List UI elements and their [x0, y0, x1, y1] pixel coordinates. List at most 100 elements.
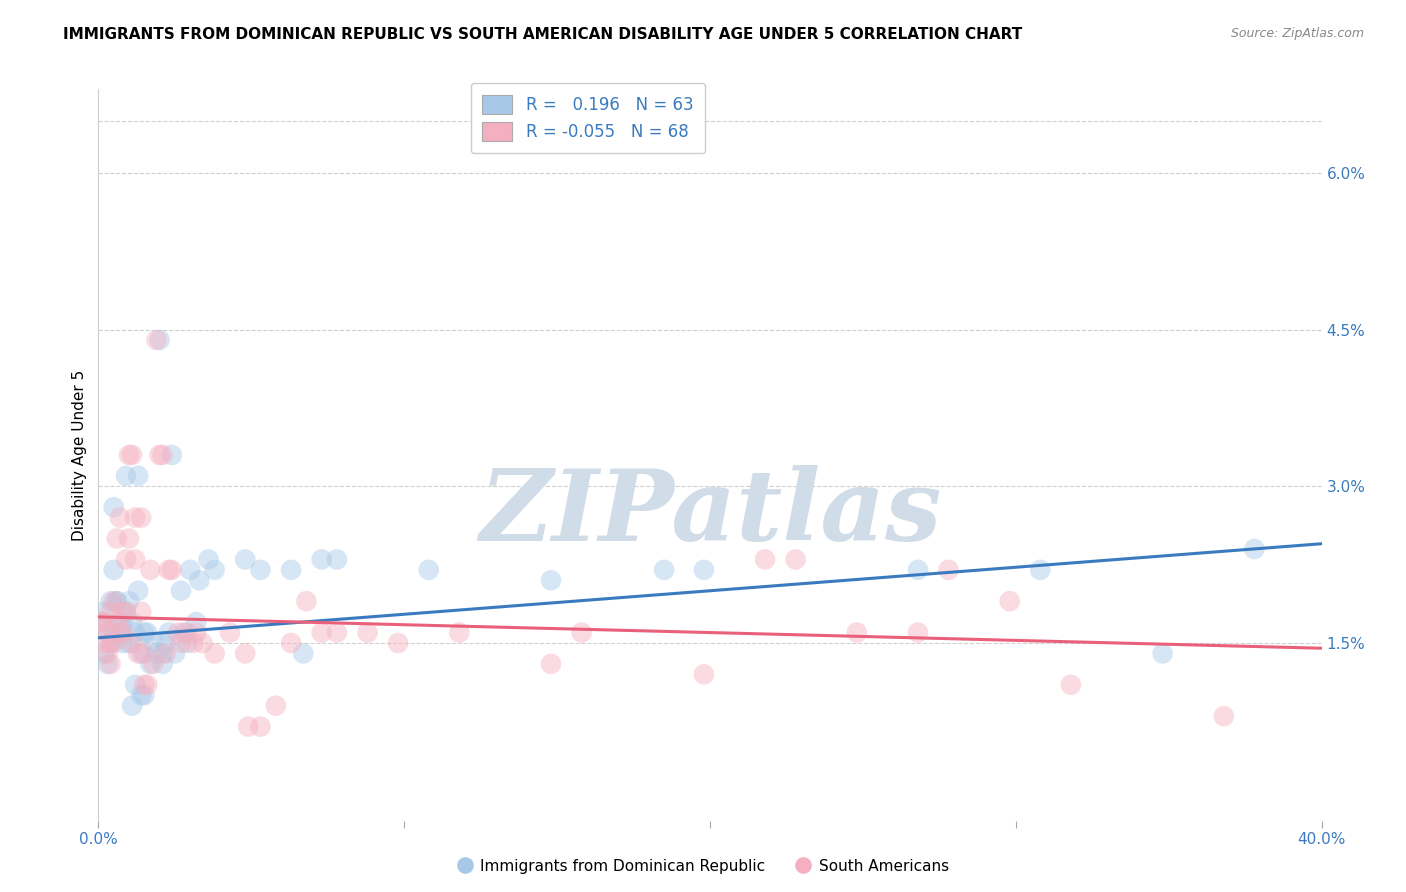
Point	[219, 625, 242, 640]
Point	[90, 615, 112, 629]
Point	[145, 647, 167, 661]
Point	[93, 605, 115, 619]
Point	[93, 615, 115, 629]
Point	[118, 636, 141, 650]
Point	[108, 615, 131, 629]
Point	[191, 636, 214, 650]
Point	[111, 636, 134, 650]
Point	[326, 552, 349, 566]
Point	[115, 605, 138, 619]
Point	[100, 605, 122, 619]
Point	[105, 594, 128, 608]
Point	[356, 625, 378, 640]
Point	[785, 552, 807, 566]
Point	[134, 688, 156, 702]
Point	[540, 657, 562, 671]
Point	[157, 625, 180, 640]
Point	[121, 698, 143, 713]
Point	[233, 647, 256, 661]
Point	[387, 636, 409, 650]
Point	[295, 594, 318, 608]
Point	[118, 594, 141, 608]
Point	[136, 625, 159, 640]
Point	[115, 552, 138, 566]
Point	[176, 636, 198, 650]
Point	[155, 636, 177, 650]
Point	[100, 594, 122, 608]
Point	[571, 625, 593, 640]
Point	[142, 636, 165, 650]
Legend: Immigrants from Dominican Republic, South Americans: Immigrants from Dominican Republic, Sout…	[451, 853, 955, 880]
Point	[249, 563, 271, 577]
Point	[204, 647, 226, 661]
Point	[449, 625, 471, 640]
Point	[136, 678, 159, 692]
Point	[129, 647, 152, 661]
Point	[93, 647, 115, 661]
Point	[90, 615, 112, 629]
Point	[100, 657, 122, 671]
Point	[152, 657, 174, 671]
Point	[103, 636, 125, 650]
Point	[170, 636, 193, 650]
Point	[127, 647, 149, 661]
Point	[142, 657, 165, 671]
Point	[149, 448, 172, 462]
Point	[197, 552, 219, 566]
Point	[129, 605, 152, 619]
Point	[118, 448, 141, 462]
Point	[1152, 647, 1174, 661]
Point	[693, 563, 716, 577]
Point	[998, 594, 1021, 608]
Point	[121, 615, 143, 629]
Point	[111, 605, 134, 619]
Point	[280, 563, 302, 577]
Point	[97, 647, 120, 661]
Y-axis label: Disability Age Under 5: Disability Age Under 5	[72, 369, 87, 541]
Point	[188, 574, 211, 588]
Point	[108, 625, 131, 640]
Point	[280, 636, 302, 650]
Point	[129, 688, 152, 702]
Point	[540, 574, 562, 588]
Point	[121, 448, 143, 462]
Point	[97, 625, 120, 640]
Point	[103, 563, 125, 577]
Point	[155, 647, 177, 661]
Point	[127, 468, 149, 483]
Point	[1029, 563, 1052, 577]
Point	[129, 510, 152, 524]
Point	[108, 625, 131, 640]
Point	[179, 563, 201, 577]
Point	[938, 563, 960, 577]
Point	[93, 636, 115, 650]
Point	[100, 636, 122, 650]
Point	[204, 563, 226, 577]
Point	[1060, 678, 1083, 692]
Point	[97, 625, 120, 640]
Point	[160, 448, 183, 462]
Point	[311, 625, 333, 640]
Point	[97, 657, 120, 671]
Point	[118, 532, 141, 546]
Point	[103, 594, 125, 608]
Point	[134, 678, 156, 692]
Point	[124, 625, 146, 640]
Point	[139, 657, 162, 671]
Point	[121, 636, 143, 650]
Text: ZIPatlas: ZIPatlas	[479, 466, 941, 562]
Point	[845, 625, 868, 640]
Point	[326, 625, 349, 640]
Point	[157, 563, 180, 577]
Point	[127, 583, 149, 598]
Point	[249, 720, 271, 734]
Text: IMMIGRANTS FROM DOMINICAN REPUBLIC VS SOUTH AMERICAN DISABILITY AGE UNDER 5 CORR: IMMIGRANTS FROM DOMINICAN REPUBLIC VS SO…	[63, 27, 1022, 42]
Point	[1243, 541, 1265, 556]
Point	[311, 552, 333, 566]
Point	[292, 647, 315, 661]
Point	[160, 563, 183, 577]
Point	[418, 563, 440, 577]
Point	[170, 583, 193, 598]
Point	[111, 615, 134, 629]
Legend: R =   0.196   N = 63, R = -0.055   N = 68: R = 0.196 N = 63, R = -0.055 N = 68	[471, 83, 704, 153]
